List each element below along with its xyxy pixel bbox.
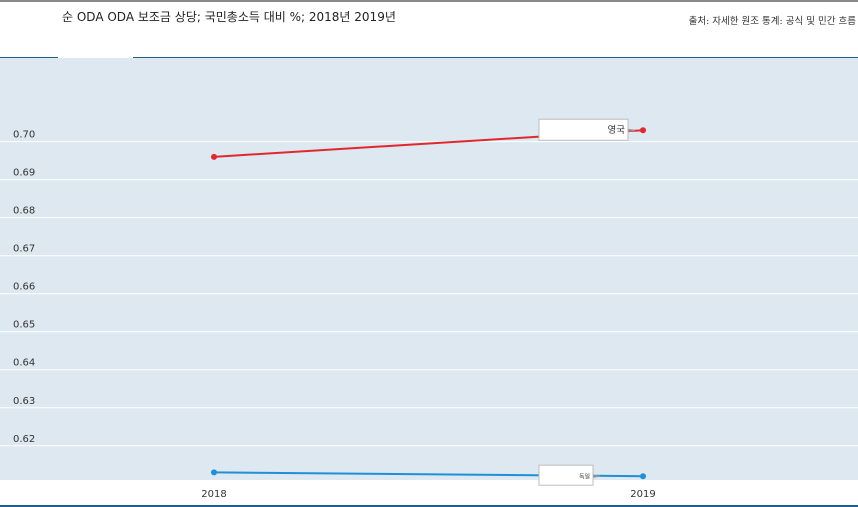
chart-header: 순 ODA ODA 보조금 상당; 국민총소득 대비 %; 2018년 2019… (0, 2, 858, 57)
series-label-pointer (592, 474, 601, 478)
y-tick-label: 0.69 (13, 168, 35, 179)
y-tick-label: 0.67 (13, 244, 35, 255)
data-point (640, 473, 646, 480)
y-axis: 0.62 0.63 0.64 0.65 0.66 0.67 0.68 0.69 0.70 (13, 130, 35, 445)
y-tick-label: 0.62 (13, 434, 35, 445)
header-divider (0, 57, 858, 58)
plot-background (0, 58, 858, 480)
y-tick-label: 0.68 (13, 206, 35, 217)
x-tick-label: 2018 (201, 489, 226, 500)
data-point (211, 469, 217, 476)
y-tick-label: 0.64 (13, 358, 35, 369)
series-label: 독일 (579, 473, 590, 481)
y-tick-label: 0.65 (13, 320, 35, 331)
series-points (211, 127, 646, 480)
line-chart: 0.62 0.63 0.64 0.65 0.66 0.67 0.68 0.69 0.70 201… (0, 58, 858, 500)
source-note: 출처: 자세한 원조 통계: 공식 및 민간 흐름 (688, 16, 856, 27)
series-label-pointer (627, 128, 636, 132)
gridlines (0, 141, 858, 447)
data-point (640, 127, 646, 134)
top-rule (0, 0, 858, 2)
x-tick-label: 2019 (630, 489, 655, 500)
active-tab-marker (58, 56, 133, 59)
chart-title: 순 ODA ODA 보조금 상당; 국민총소득 대비 %; 2018년 2019… (62, 10, 396, 24)
y-tick-label: 0.70 (13, 130, 35, 141)
x-axis: 2018 2019 (201, 480, 656, 500)
series-label: 영국 (608, 125, 626, 136)
bottom-rule (0, 505, 858, 507)
y-tick-label: 0.63 (13, 396, 35, 407)
y-tick-label: 0.66 (13, 282, 35, 293)
data-point (211, 153, 217, 160)
